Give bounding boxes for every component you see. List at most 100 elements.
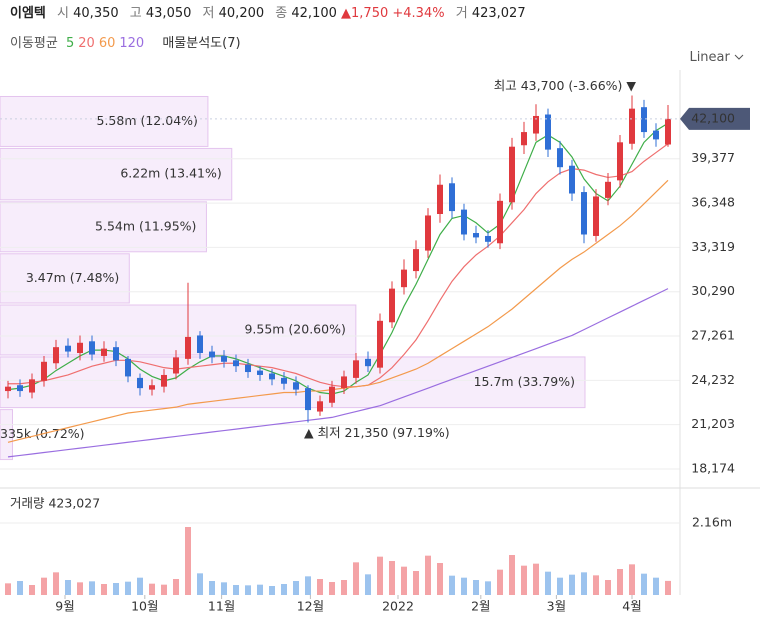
candle-body: [65, 345, 71, 352]
volume-bar: [53, 572, 59, 595]
candle-body: [449, 183, 455, 212]
candle-body: [209, 351, 215, 358]
volume-bar: [461, 577, 467, 595]
volume-bar: [317, 579, 323, 595]
y-tick-label: 21,203: [691, 416, 735, 431]
profile-bar: [0, 95, 209, 147]
profile-label: 3.47m (7.48%): [26, 270, 119, 285]
candle-body: [77, 342, 83, 354]
candle-body: [629, 108, 635, 144]
candle-body: [173, 357, 179, 374]
volume-bar: [581, 572, 587, 595]
low-annotation: ▲ 최저 21,350 (97.19%): [304, 425, 450, 440]
volume-bar: [305, 576, 311, 595]
scale-button[interactable]: Linear: [689, 50, 744, 65]
stock-name: 이엠텍: [10, 6, 46, 21]
volume-bar: [569, 574, 575, 595]
x-tick-label: 12월: [297, 599, 324, 614]
volume-bar: [125, 581, 131, 595]
candle-body: [293, 382, 299, 390]
volume-bar: [425, 555, 431, 595]
volume-bar: [173, 579, 179, 595]
volume-bar: [65, 580, 71, 595]
candle-body: [569, 165, 575, 194]
volume-bar: [497, 569, 503, 595]
candle-body: [125, 358, 131, 377]
candle-body: [41, 361, 47, 381]
profile-label: 5.54m (11.95%): [95, 218, 196, 233]
candle-body: [605, 181, 611, 198]
candle-body: [533, 115, 539, 134]
candle-body: [413, 249, 419, 272]
volume-bar: [665, 580, 671, 595]
ma-line: [7, 179, 669, 443]
candle-body: [233, 360, 239, 367]
candle-body: [137, 377, 143, 389]
volume-bar: [437, 563, 443, 595]
candle-body: [53, 347, 59, 364]
indicator-legend[interactable]: 이동평균 5 20 60 120 매물분석도(7): [10, 32, 245, 51]
candle-body: [341, 376, 347, 389]
volume-bar: [29, 585, 35, 595]
x-tick-label: 4월: [622, 599, 641, 614]
volume-bar: [509, 555, 515, 595]
candle-body: [485, 235, 491, 242]
label: 시: [57, 6, 69, 21]
candle-body: [665, 118, 671, 145]
volume-bar: [533, 563, 539, 595]
volume-bar: [269, 586, 275, 595]
candle-body: [161, 374, 167, 387]
candle-body: [461, 209, 467, 235]
last-price-label: 42,100: [691, 110, 735, 125]
ma-line: [7, 288, 669, 458]
volume-bar: [17, 581, 23, 595]
volume-bar: [5, 583, 11, 595]
profile-bar: [0, 253, 130, 304]
value: 40,200: [218, 6, 265, 21]
x-tick-label: 9월: [55, 599, 74, 614]
volume-bar: [77, 582, 83, 595]
profile-bar: [0, 201, 207, 253]
volume-title: 거래량 423,027: [10, 496, 100, 511]
candle-body: [425, 215, 431, 251]
candle-body: [17, 385, 23, 392]
candle-body: [113, 347, 119, 361]
last-price-tag: [680, 107, 750, 130]
volume-bar: [365, 574, 371, 595]
ma-line: [8, 143, 669, 388]
candle-body: [365, 358, 371, 367]
volume-bar: [521, 565, 527, 595]
profile-bar: [0, 304, 357, 356]
candle-body: [401, 269, 407, 288]
volume-bar: [653, 577, 659, 595]
candle-body: [545, 114, 551, 150]
volume-bar: [617, 569, 623, 595]
candle-body: [101, 348, 107, 356]
value: 43,050: [145, 6, 192, 21]
volume-bar: [149, 583, 155, 595]
volume-bar: [341, 580, 347, 595]
y-tick-label: 24,232: [691, 372, 735, 387]
profile-legend[interactable]: 매물분석도(7): [162, 36, 241, 51]
change: ▲1,750: [341, 6, 389, 21]
volume-bar: [221, 582, 227, 595]
value: 42,100: [291, 6, 337, 21]
value: 40,350: [73, 6, 119, 21]
volume-bar: [329, 582, 335, 595]
profile-label: 6.22m (13.41%): [120, 166, 221, 181]
candle-body: [197, 335, 203, 354]
candle-body: [509, 146, 515, 203]
volume-bar: [605, 580, 611, 595]
volume-bar: [449, 575, 455, 595]
y-tick-label: 2.16m: [692, 515, 732, 530]
profile-label: 15.7m (33.79%): [474, 374, 575, 389]
ma-legend-item: 20: [78, 36, 95, 51]
candle-body: [593, 196, 599, 236]
candle-body: [269, 373, 275, 380]
x-tick-label: 3월: [547, 599, 566, 614]
volume-bar: [557, 577, 563, 595]
volume-bar: [185, 527, 191, 595]
x-tick-label: 2월: [471, 599, 490, 614]
x-tick-label: 2022: [382, 599, 414, 614]
